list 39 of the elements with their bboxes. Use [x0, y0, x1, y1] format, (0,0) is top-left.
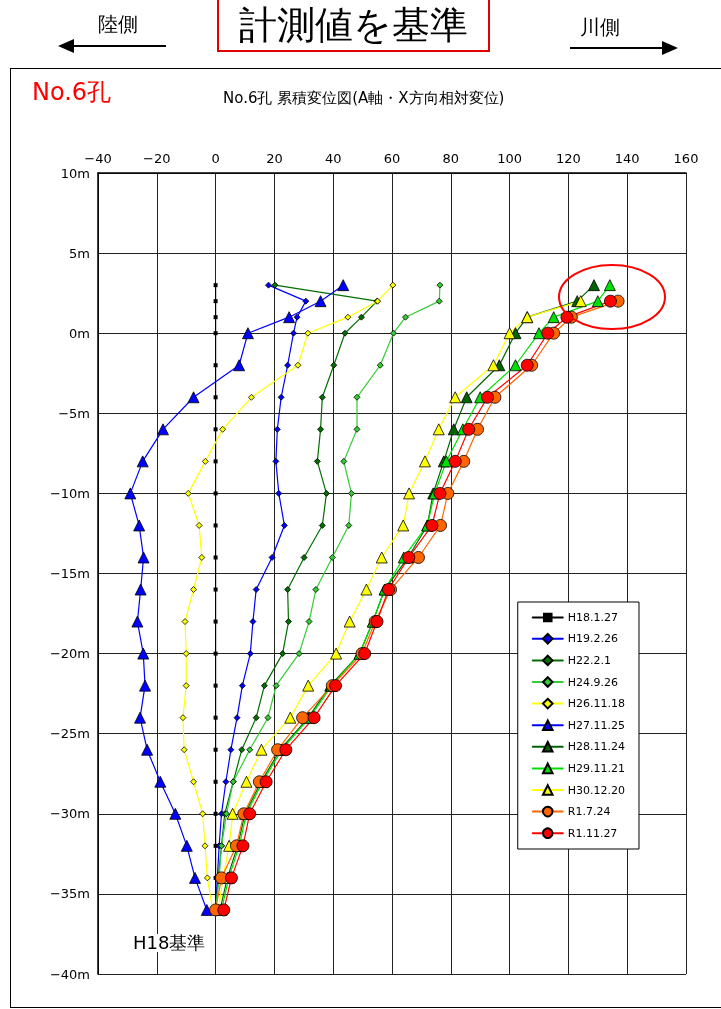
chart-title: No.6孔 累積変位図(A軸・X方向相対変位) [223, 88, 505, 107]
x-tick-label: 0 [211, 151, 220, 166]
y-tick-label: −40m [49, 966, 90, 982]
text: 陸側 [98, 12, 138, 36]
x-tick-label: 120 [555, 151, 581, 166]
y-tick-label: 5m [69, 245, 90, 261]
text: 川側 [580, 15, 620, 39]
legend-label: H24.9.26 [567, 675, 619, 689]
text: 計測値を基準 [217, 0, 490, 52]
y-tick-label: −25m [49, 726, 90, 742]
legend-label: R1.7.24 [567, 805, 611, 819]
x-tick-label: −20 [143, 151, 171, 166]
legend-label: R1.11.27 [567, 826, 618, 840]
x-tick-label: 60 [383, 151, 401, 166]
y-tick-label: −5m [58, 405, 90, 421]
y-tick-label: −30m [49, 806, 90, 822]
y-tick-label: 0m [69, 325, 90, 341]
legend-label: H26.11.18 [567, 697, 626, 711]
annotation: H18基準 [133, 932, 206, 953]
y-tick-label: −15m [49, 566, 90, 581]
text: No.6孔 [32, 78, 112, 106]
legend-label: H19.2.26 [567, 632, 619, 646]
x-tick-label: 100 [497, 151, 523, 166]
y-tick-label: −20m [49, 646, 90, 662]
y-tick-label: −35m [49, 886, 90, 902]
x-tick-label: 20 [266, 151, 283, 166]
legend-label: H22.2.1 [567, 653, 612, 667]
legend-label: H18.1.27 [567, 611, 619, 624]
legend-label: H29.11.21 [567, 761, 626, 775]
x-tick-label: 160 [673, 151, 699, 166]
legend-label: H27.11.25 [567, 718, 626, 732]
y-tick-label: −10m [49, 485, 90, 501]
x-tick-label: 140 [614, 151, 640, 166]
y-tick-label: 10m [60, 165, 90, 181]
legend-label: H28.11.24 [567, 740, 626, 754]
legend-label: H30.12.20 [567, 783, 626, 797]
x-tick-label: −40 [84, 151, 112, 166]
x-tick-label: 80 [442, 151, 460, 166]
x-tick-label: 40 [324, 151, 342, 166]
